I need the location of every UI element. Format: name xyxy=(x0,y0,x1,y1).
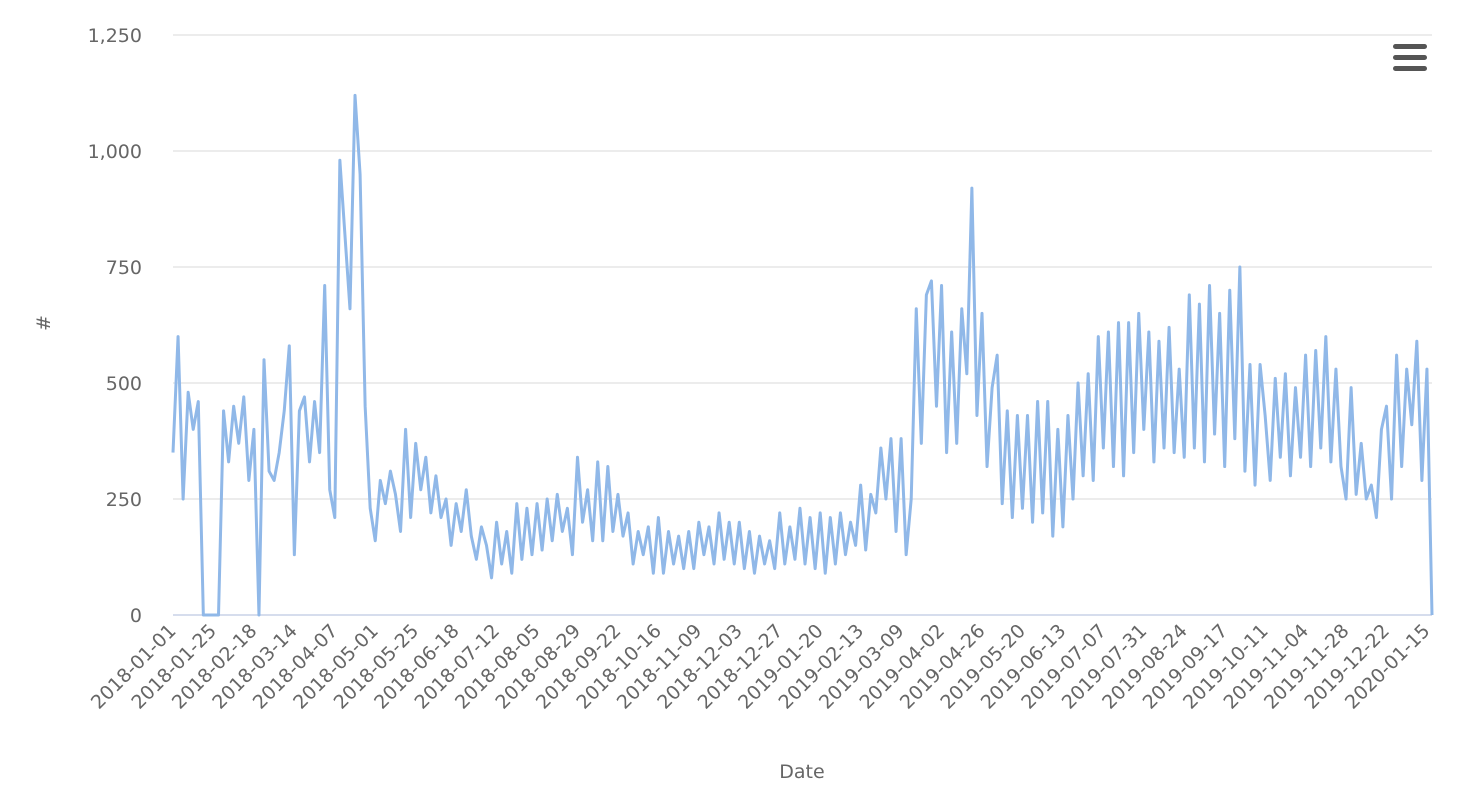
x-axis-label: Date xyxy=(779,761,824,783)
y-tick-label: 250 xyxy=(106,489,142,511)
y-tick-label: 1,000 xyxy=(88,141,142,163)
y-tick-label: 1,250 xyxy=(88,25,142,47)
menu-bar xyxy=(1393,66,1427,71)
menu-bar xyxy=(1393,55,1427,60)
menu-button[interactable] xyxy=(1392,43,1428,71)
y-axis-label: # xyxy=(33,315,55,331)
y-tick-label: 0 xyxy=(130,605,142,627)
menu-bar xyxy=(1393,44,1427,49)
y-tick-label: 500 xyxy=(106,373,142,395)
y-tick-label: 750 xyxy=(106,257,142,279)
data-line xyxy=(171,93,1434,617)
